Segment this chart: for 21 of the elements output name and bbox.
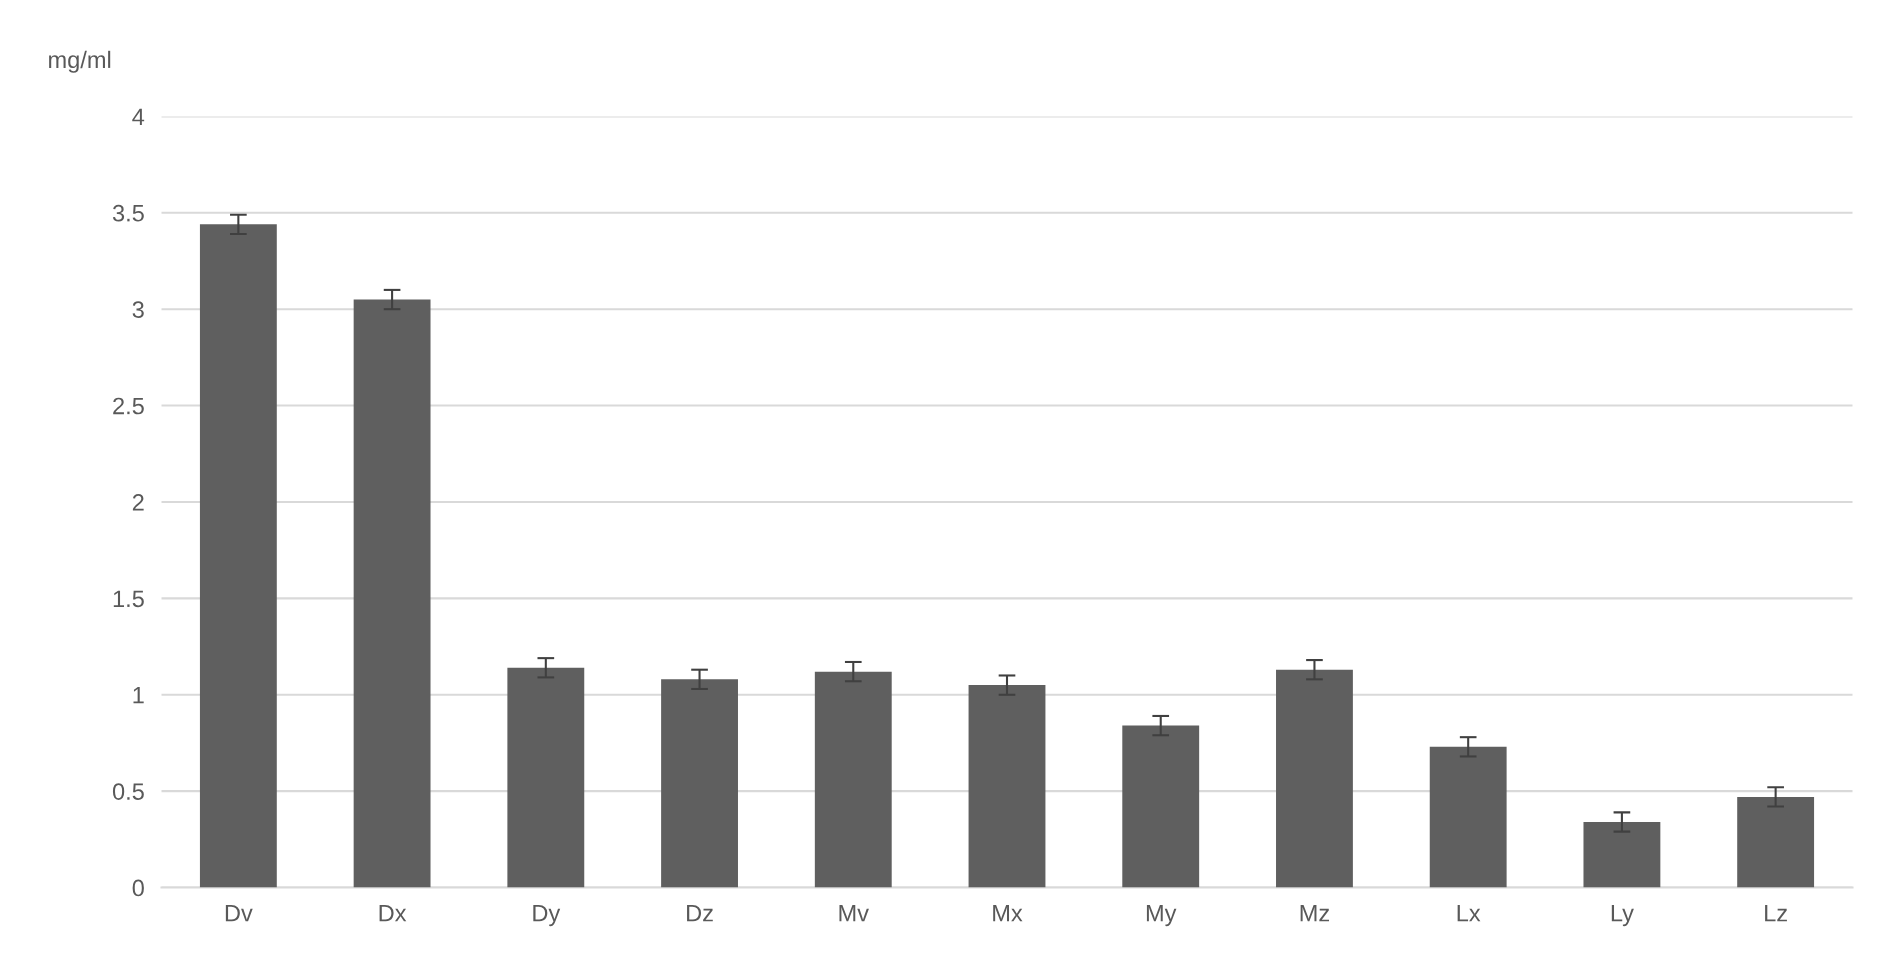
y-tick-label: 1 — [133, 687, 144, 704]
y-tick-label: 3.5 — [112, 204, 144, 222]
y-tick-label: 3 — [132, 301, 144, 318]
x-tick-label: Mx — [993, 905, 1023, 922]
y-axis-title: mg/ml — [49, 50, 111, 73]
y-tick-label: 2.5 — [113, 397, 144, 415]
x-tick-label: Mz — [1300, 905, 1330, 922]
x-tick-label: Dv — [225, 905, 253, 922]
x-tick-label: Mv — [839, 905, 869, 922]
y-tick-label: 2 — [132, 494, 144, 511]
x-tick-label: My — [1146, 905, 1177, 927]
x-tick-label: Ly — [1611, 905, 1634, 927]
x-tick-label: Dy — [533, 905, 561, 927]
y-tick-label: 0 — [132, 879, 144, 897]
y-tick-label: 0.5 — [112, 783, 144, 800]
x-tick-label: Lx — [1457, 905, 1481, 922]
y-tick-label: 4 — [132, 108, 145, 125]
x-tick-label: Dz — [687, 905, 713, 922]
x-tick-label: Lz — [1765, 905, 1787, 922]
y-tick-label: 1.5 — [113, 590, 144, 608]
x-tick-label: Dx — [379, 905, 407, 922]
